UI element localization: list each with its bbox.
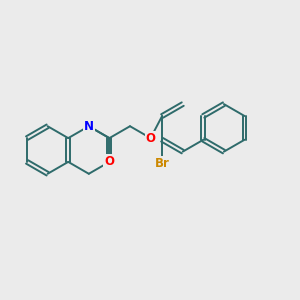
Text: N: N [84,120,94,133]
Text: O: O [104,155,114,168]
Text: Br: Br [155,157,170,170]
Text: O: O [146,132,156,145]
